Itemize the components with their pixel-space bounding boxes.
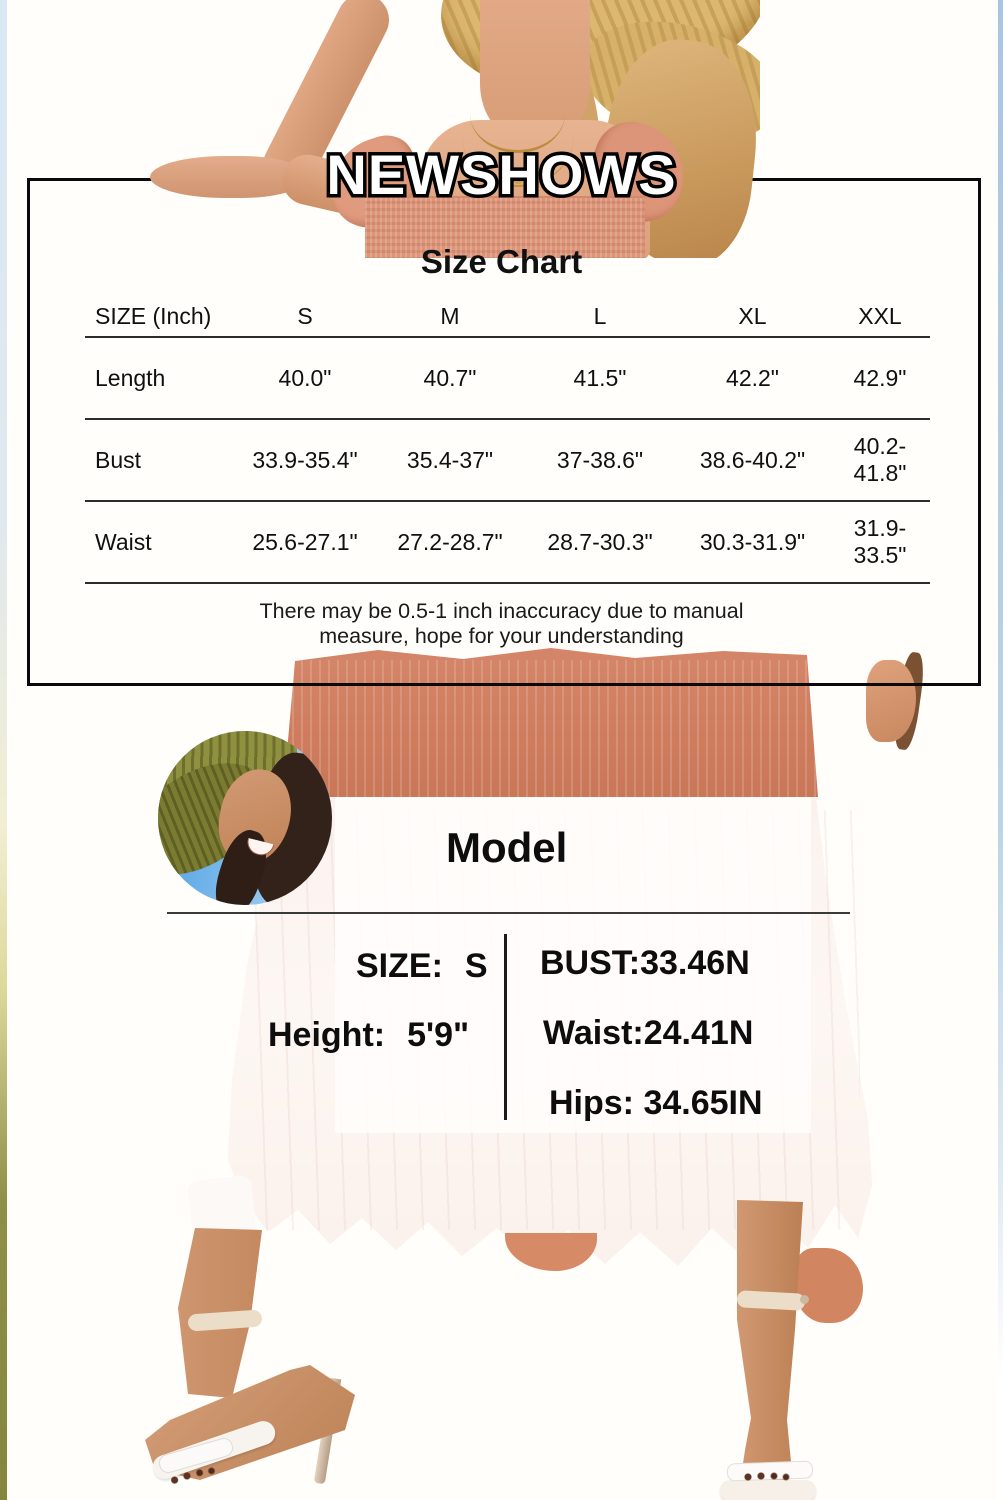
cell: 42.9" [853,364,907,391]
row-label: Bust [95,446,142,473]
sandal-ankle-strap [736,1290,806,1311]
cell: 40.7" [423,364,477,391]
col-header-size: SIZE (Inch) [95,302,212,329]
model-section-divider-horizontal [167,912,850,914]
cell: 31.9-33.5" [853,515,907,568]
model-height-label: Height: [268,1016,386,1054]
disclaimer: There may be 0.5-1 inch inaccuracy due t… [0,599,1003,649]
cell: 28.7-30.3" [547,528,653,555]
disclaimer-line-1: There may be 0.5-1 inch inaccuracy due t… [259,599,744,623]
row-label: Waist [95,528,152,555]
model-size-row: SIZE: S [356,947,488,986]
cell: 40.2-41.8" [853,433,907,486]
size-table: SIZE (Inch) S M L XL XXL Length 40.0" 40… [85,296,930,584]
cell: 40.0" [278,364,332,391]
brand-logo: NEWSHOWS [323,140,679,210]
cell: 41.5" [573,364,627,391]
right-edge-strip [998,0,1003,1500]
sandal-buckle [800,1295,809,1304]
col-header-m: M [440,302,460,329]
col-header-s: S [297,302,313,329]
model-bust: BUST:33.46N [540,944,750,982]
cell: 38.6-40.2" [699,446,806,473]
model-portrait-circle [158,731,332,905]
cell: 30.3-31.9" [699,528,806,555]
model-size-value: S [464,947,488,985]
col-header-xl: XL [738,302,767,329]
cell: 25.6-27.1" [252,528,358,555]
table-row-waist: Waist 25.6-27.1" 27.2-28.7" 28.7-30.3" 3… [85,502,930,584]
model-waist: Waist:24.41N [543,1014,754,1052]
row-label: Length [95,364,166,391]
smocked-bodice [365,196,645,258]
cell: 33.9-35.4" [252,446,358,473]
model-info-overlay [335,797,811,1133]
model-hips: Hips: 34.65IN [549,1084,763,1122]
dress-waistband-photo [283,648,818,797]
necklace [462,85,574,187]
toes [742,1470,796,1484]
cell: 27.2-28.7" [397,528,503,555]
model-section-divider-vertical [504,934,507,1120]
cell: 37-38.6" [556,446,644,473]
model-elbow [150,156,302,198]
hero-model-photo [150,0,760,258]
sandal-sole [720,1480,816,1500]
skirt-under-ruffle [505,1233,597,1271]
model-height-value: 5'9" [407,1016,470,1054]
col-header-l: L [593,302,607,329]
cell: 35.4-37" [406,446,494,473]
necklace-pendant [512,168,524,184]
skirt-under-ruffle [795,1248,863,1323]
model-height-row: Height: 5'9" [268,1016,469,1055]
col-header-xxl: XXL [858,302,902,329]
sandal-ankle-strap [187,1309,263,1332]
disclaimer-line-2: measure, hope for your understanding [319,624,684,648]
size-chart-title: Size Chart [420,243,583,280]
table-row-length: Length 40.0" 40.7" 41.5" 42.2" 42.9" [85,338,930,420]
table-row-bust: Bust 33.9-35.4" 35.4-37" 37-38.6" 38.6-4… [85,420,930,502]
dress-waistband-texture [283,660,818,797]
left-edge-strip [0,0,7,1500]
model-right-leg [737,1200,803,1492]
model-section-title: Model [446,824,568,871]
size-table-header-row: SIZE (Inch) S M L XL XXL [85,296,930,338]
model-hand [866,660,916,742]
model-size-label: SIZE: [356,947,443,985]
cell: 42.2" [726,364,779,391]
